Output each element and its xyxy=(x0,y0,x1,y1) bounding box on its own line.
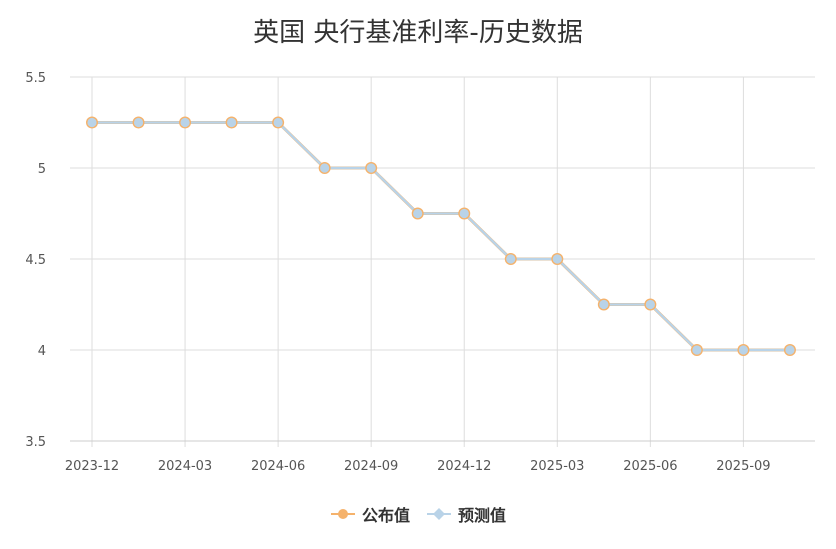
data-point-forecast xyxy=(87,117,97,128)
x-tick-label: 2024-12 xyxy=(437,459,491,474)
data-point-forecast xyxy=(459,208,469,219)
data-point-forecast xyxy=(645,299,655,310)
data-point-forecast xyxy=(506,254,516,264)
grid-lines xyxy=(70,76,815,447)
y-tick-label: 4 xyxy=(38,344,46,359)
data-point-forecast xyxy=(692,345,702,355)
x-tick-label: 2024-06 xyxy=(251,459,305,474)
data-point-forecast xyxy=(226,117,237,128)
x-tick-label: 2024-03 xyxy=(158,459,212,474)
legend-item-forecast[interactable]: 预测值 xyxy=(426,502,506,526)
legend-marker-forecast-icon xyxy=(427,508,451,520)
data-point-forecast xyxy=(366,163,376,173)
data-point-forecast xyxy=(552,254,562,264)
y-tick-label: 4.5 xyxy=(25,253,46,268)
legend-marker-published-icon xyxy=(330,509,355,519)
chart-title: 英国 央行基准利率-历史数据 xyxy=(253,18,583,48)
y-tick-label: 5.5 xyxy=(25,71,46,86)
series-layer xyxy=(86,116,796,356)
data-point-forecast xyxy=(320,163,330,173)
data-point-forecast xyxy=(785,345,795,355)
x-tick-label: 2025-03 xyxy=(530,459,584,474)
data-point-forecast xyxy=(599,299,609,310)
legend-label-forecast: 预测值 xyxy=(458,506,507,525)
series-line-published xyxy=(92,121,790,352)
data-point-forecast xyxy=(413,208,423,219)
data-point-forecast xyxy=(133,117,144,128)
x-tick-label: 2024-09 xyxy=(344,459,398,474)
legend: 公布值 预测值 xyxy=(0,500,836,528)
data-point-forecast xyxy=(738,345,749,355)
x-tick-label: 2025-06 xyxy=(623,459,677,474)
legend-label-published: 公布值 xyxy=(361,506,410,525)
data-point-forecast xyxy=(273,117,283,128)
y-tick-label: 5 xyxy=(38,162,46,177)
x-tick-label: 2025-09 xyxy=(716,459,770,474)
x-tick-label: 2023-12 xyxy=(65,459,119,474)
series-line-forecast xyxy=(92,121,790,352)
axes: 3.5 4 4.5 5 5.5 2023-12 2024-03 2024-06 2024-09 2… xyxy=(25,71,815,474)
y-tick-label: 3.5 xyxy=(25,435,46,450)
data-point-forecast xyxy=(180,117,190,128)
legend-item-published[interactable]: 公布值 xyxy=(330,502,410,526)
